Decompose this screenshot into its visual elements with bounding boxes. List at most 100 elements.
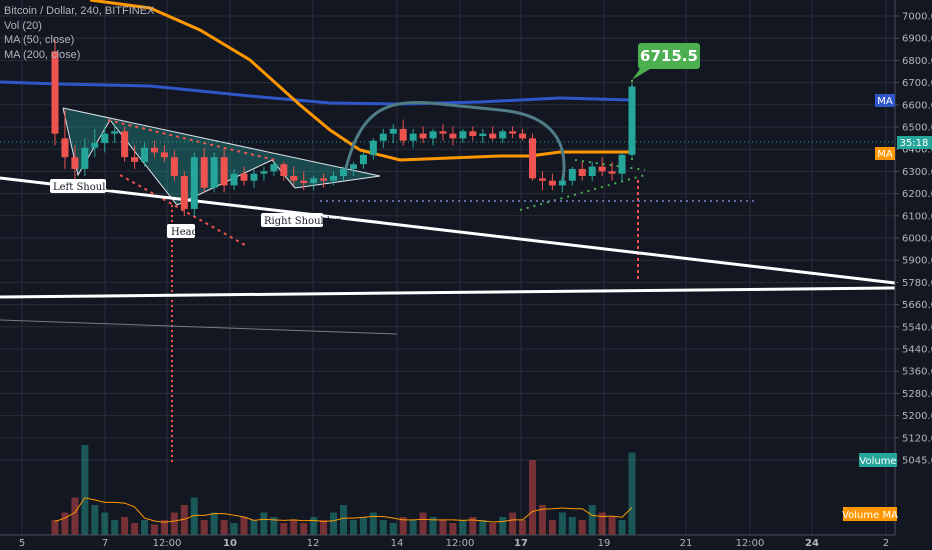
candle [439,124,447,141]
chart-legend: Bitcoin / Dollar, 240, BITFINEX Vol (20)… [4,4,154,62]
time-tick-label: 10 [223,538,237,549]
price-axis[interactable]: 7000.0 6900.0 6800.0 6700.0 6600.0 6500.0 6400… [894,0,932,550]
volume-bar [71,497,79,535]
volume-bar [131,523,139,535]
volume-bar [469,517,477,535]
volume-bar [429,517,437,535]
price-tick-label: 6400.0 [902,145,932,156]
cup-arc [343,101,566,186]
time-tick-label: 2 [883,538,889,549]
volume-bar [399,517,407,535]
volume-bar [529,460,537,535]
candle [479,128,487,144]
candle [300,171,308,191]
candle [51,39,59,146]
volume-bar [489,523,497,535]
volume-bar [320,520,328,535]
candle [568,166,576,186]
volume-bar [369,512,377,535]
volume-bar [160,520,168,535]
ma50-badge: MA [875,147,895,160]
head-down-dashed [119,174,246,246]
candle [61,110,69,169]
white-trendline-lower [0,286,896,299]
volume-bar [578,520,586,535]
volume-bar [81,445,89,535]
time-axis[interactable]: 5 7 12:00 10 12 14 12:00 17 19 21 12:00 24 2 [0,534,895,549]
candle [429,128,437,146]
candle [200,147,208,193]
wedge-bottom-dotted [519,174,646,211]
ma50-indicator-label: MA (50, close) [4,34,75,46]
price-tick-label: 5780.0 [902,278,932,289]
candle [320,173,328,188]
axis-badges: MA 35:18 MA Volume Volume MA [842,94,932,521]
candle [270,161,278,177]
volume-bar [509,512,517,535]
candle [389,124,397,144]
symbol-title: Bitcoin / Dollar, 240, BITFINEX [4,5,155,17]
current-price-badge: 35:18 [897,136,932,149]
candle [160,145,168,162]
volume-bar [270,517,278,535]
price-tick-label: 6100.0 [902,211,932,222]
candle [330,171,338,186]
ma200-line [0,80,633,106]
left-shoulder-label: Left Shoulder [50,179,123,193]
candle [240,166,248,186]
hs-lower-line [294,175,381,189]
volume-ma-line [54,497,633,523]
volume-bar [439,520,447,535]
svg-text:Volume: Volume [859,456,896,467]
volume-bar [240,517,248,535]
volume-bar [300,523,308,535]
volume-bar [608,517,616,535]
volume-bar [618,520,626,535]
candle [449,126,457,146]
volume-bar [519,520,527,535]
candle [369,138,377,160]
candle [250,168,258,188]
grid [0,0,895,535]
candle [280,161,288,181]
volume-bar [210,512,218,535]
time-tick-label: 12 [307,538,320,549]
price-tick-label: 6700.0 [902,78,932,89]
candle [529,133,537,181]
ma200-badge: MA [875,94,895,107]
candle [220,147,228,193]
volume-bar [220,520,228,535]
volume-bar [389,523,397,535]
volume-bar [61,512,69,535]
price-tick-label: 5660.0 [902,300,932,311]
candle [399,119,407,146]
price-tick-label: 5200.0 [902,411,932,422]
price-tick-label: 5440.0 [902,345,932,356]
price-tick-label: 6900.0 [902,34,932,45]
price-tick-label: 6600.0 [902,100,932,111]
candle [260,166,268,181]
volume-bar [449,523,457,535]
candle [409,128,417,148]
candle [538,171,546,191]
time-tick-label: 12:00 [736,538,765,549]
volume-bar [250,520,258,535]
candle [558,176,566,193]
price-tick-label: 5045.0 [902,456,932,467]
volume-bar [330,512,338,535]
candle [598,157,606,177]
svg-text:Head: Head [171,227,199,238]
candles [51,39,636,217]
candle [91,128,99,158]
candle [230,168,238,191]
candle [121,126,129,162]
candle [190,152,198,217]
candle [628,83,636,158]
volume-bar [419,512,427,535]
price-tick-label: 6200.0 [902,189,932,200]
price-tick-label: 7000.0 [902,12,932,23]
volume-bar [349,520,357,535]
volume-bar [200,520,208,535]
time-tick-label: 14 [391,538,404,549]
